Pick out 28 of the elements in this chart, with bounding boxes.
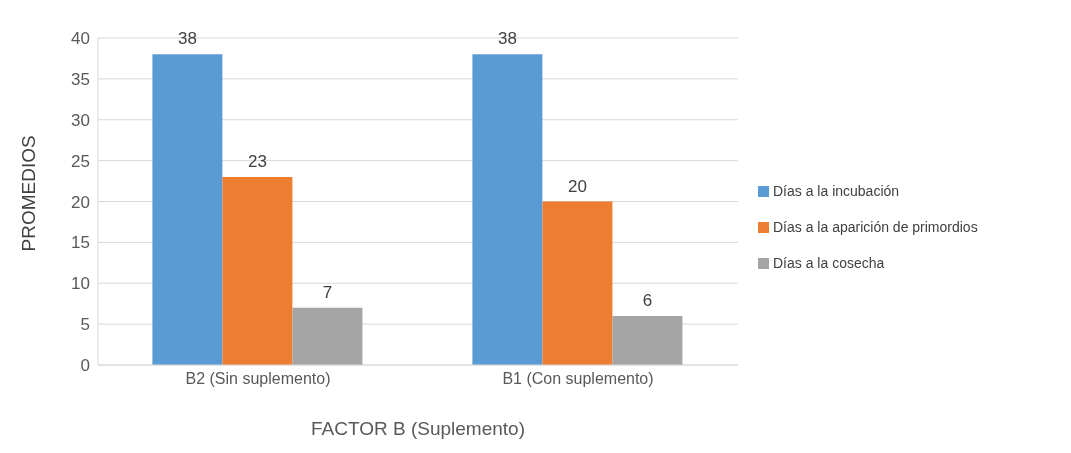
- x-axis-title: FACTOR B (Suplemento): [310, 418, 526, 439]
- data-label: 20: [567, 176, 587, 196]
- y-tick-label: 30: [71, 110, 90, 130]
- bar: [542, 201, 613, 365]
- y-tick-label: 10: [71, 274, 90, 294]
- data-label: 38: [177, 29, 197, 49]
- bar: [152, 54, 223, 365]
- y-tick-label: 20: [71, 192, 90, 212]
- bar: [292, 307, 363, 365]
- bar: [472, 54, 543, 365]
- y-tick-label: 15: [71, 233, 90, 253]
- y-tick-label: 40: [71, 29, 90, 49]
- y-axis-title: PROMEDIOS: [17, 135, 39, 252]
- y-tick-label: 25: [71, 151, 90, 171]
- bar: [222, 176, 293, 365]
- data-label: 6: [642, 290, 653, 310]
- y-tick-label: 0: [80, 356, 90, 376]
- legend-label: Días a la aparición de primordios: [773, 218, 978, 235]
- x-tick-label: B2 (Sin suplemento): [185, 370, 331, 388]
- data-label: 23: [247, 151, 267, 171]
- data-label: 7: [322, 282, 333, 302]
- bar: [612, 315, 683, 365]
- legend-label: Días a la cosecha: [773, 254, 885, 271]
- legend-label: Días a la incubación: [773, 182, 900, 199]
- x-tick-label: B1 (Con suplemento): [502, 370, 654, 388]
- y-tick-label: 5: [80, 315, 90, 335]
- data-label: 38: [497, 29, 517, 49]
- y-tick-label: 35: [71, 69, 90, 89]
